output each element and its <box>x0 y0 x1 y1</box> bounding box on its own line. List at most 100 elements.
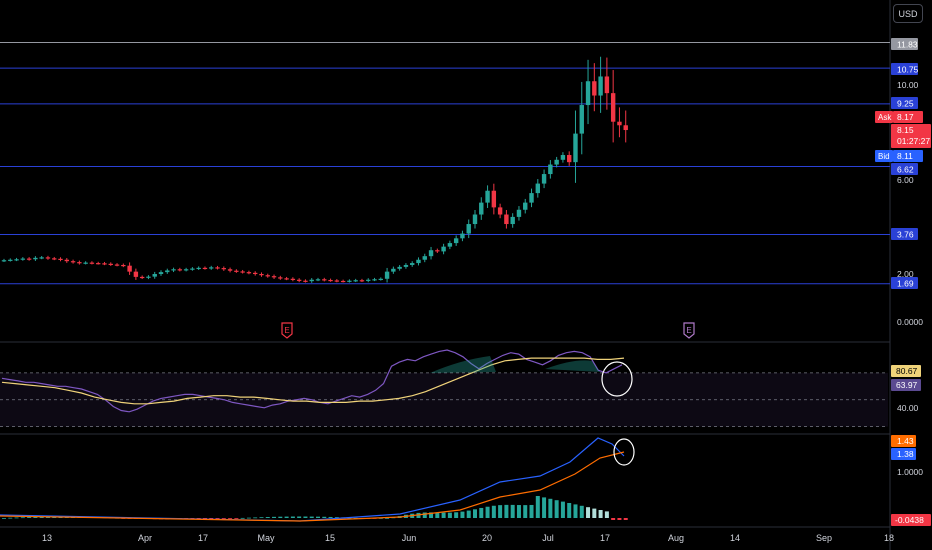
macd-histogram-bar <box>567 503 572 518</box>
candle-body <box>58 258 63 260</box>
macd-histogram-bar <box>454 512 459 518</box>
macd-histogram-bar <box>290 516 295 518</box>
candle-body <box>253 272 258 275</box>
candle-body <box>403 264 409 267</box>
rsi-overbought-fill <box>430 356 496 373</box>
candle-body <box>83 262 88 264</box>
macd-histogram-bar <box>573 504 578 518</box>
candle-body <box>466 224 471 234</box>
candle-body <box>14 259 19 261</box>
macd-histogram-bar <box>309 516 314 518</box>
macd-histogram-bar <box>259 517 264 519</box>
time-axis-label: 14 <box>730 533 740 543</box>
macd-axis-tick: 1.0000 <box>897 467 923 477</box>
macd-histogram-bar <box>447 512 452 518</box>
macd-histogram-bar <box>27 517 32 518</box>
candle-body <box>108 263 113 265</box>
candle-body <box>177 269 183 271</box>
macd-histogram-bar <box>422 512 427 518</box>
macd-histogram-bar <box>2 518 6 519</box>
annotation-circle-macd <box>613 438 635 466</box>
macd-histogram-bar <box>253 517 258 519</box>
candle-body <box>265 275 270 277</box>
ask-value: 8.17 <box>897 112 914 122</box>
candle-body <box>610 93 616 122</box>
macd-histogram-bar <box>215 518 220 519</box>
earnings-marker-past <box>281 322 293 339</box>
macd-histogram-bar <box>246 517 251 519</box>
time-axis-label: 13 <box>42 533 52 543</box>
macd-histogram-bar <box>560 501 565 518</box>
macd-histogram-bar <box>529 504 534 518</box>
macd-histogram-bar <box>510 504 515 518</box>
price-axis-tick: 10.00 <box>897 80 919 90</box>
rsi-panel <box>0 349 888 428</box>
candle-body <box>39 257 44 259</box>
macd-histogram-bar <box>535 496 540 518</box>
macd-histogram-bar <box>441 512 446 518</box>
macd-histogram-bar <box>240 517 245 519</box>
macd-histogram-bar <box>548 498 553 518</box>
candle-body <box>278 277 283 279</box>
macd-histogram-bar <box>466 510 471 518</box>
macd-histogram-bar <box>523 505 528 518</box>
ask-value-tag <box>893 111 923 123</box>
macd-histogram-bar <box>491 505 496 518</box>
candle-body <box>33 257 38 260</box>
time-axis-label: 18 <box>884 533 894 543</box>
bid-value-tag <box>893 150 923 162</box>
macd-histogram-bar <box>14 517 19 519</box>
candle-body <box>165 270 170 273</box>
macd-histogram-bar <box>316 516 320 518</box>
macd-histogram-bar <box>378 518 383 519</box>
candle-body <box>460 233 465 239</box>
rsi-tag <box>891 365 921 377</box>
time-axis: 13 Apr 17 May 15 Jun 20 Jul 17 Aug 14 Sep 18 <box>42 533 894 543</box>
candle-body <box>560 155 566 160</box>
macd-histogram-bar <box>416 512 421 518</box>
time-axis-label: 15 <box>325 533 335 543</box>
candle-body <box>322 279 327 281</box>
candle-body <box>152 274 157 277</box>
level-tag-value: 11.83 <box>897 40 918 50</box>
earnings-marker-upcoming <box>683 322 695 339</box>
signal-line <box>0 451 625 522</box>
earnings-marker-label: E <box>284 326 289 335</box>
candle-body <box>259 274 264 276</box>
macd-histogram-bar <box>554 500 559 518</box>
macd-histogram-bar <box>33 516 38 518</box>
candle-body <box>196 267 201 270</box>
level-tag <box>891 228 918 240</box>
candle-body <box>121 264 126 267</box>
candle-body <box>422 256 427 260</box>
candle-body <box>554 159 559 165</box>
macd-histogram-bar <box>39 516 44 518</box>
candle-body <box>45 257 51 259</box>
macd-histogram-bar <box>542 497 547 518</box>
candle-body <box>296 279 302 281</box>
candle-body <box>77 262 82 264</box>
rsi-axis-tick: 40.00 <box>897 403 919 413</box>
time-axis-label: Jul <box>542 533 554 543</box>
candle-body <box>585 81 591 106</box>
candle-body <box>96 263 101 265</box>
price-axis-tick: 6.00 <box>897 175 914 185</box>
macd-histogram-bar <box>278 516 283 518</box>
rsi-overbought-fill <box>545 360 600 372</box>
candle-body <box>240 271 245 273</box>
macd-histogram-bar <box>579 505 584 518</box>
candle-body <box>592 81 597 96</box>
candle-body <box>504 214 509 225</box>
macd-histogram-bar <box>234 518 239 519</box>
macd-histogram-bar <box>586 507 591 518</box>
currency-button[interactable]: USD <box>893 4 923 23</box>
candle-body <box>535 183 540 194</box>
macd-histogram-bar <box>623 518 628 520</box>
macd-histogram-bar <box>265 517 270 518</box>
macd-panel <box>0 437 628 522</box>
level-tag <box>891 97 918 109</box>
candle-body <box>234 270 239 272</box>
price-axis-tick: 2.00 <box>897 269 914 279</box>
candle-body <box>447 243 453 247</box>
